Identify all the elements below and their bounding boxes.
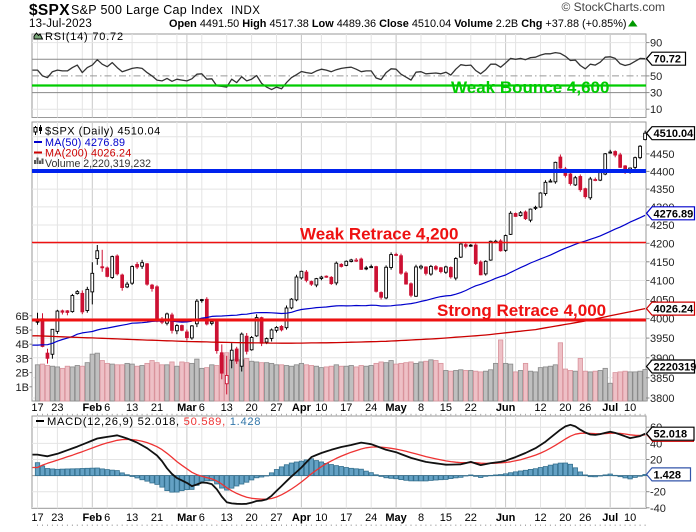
- svg-text:INDX: INDX: [231, 5, 260, 17]
- svg-text:20: 20: [559, 512, 571, 524]
- svg-text:1.428: 1.428: [654, 469, 682, 481]
- svg-text:6B: 6B: [16, 311, 29, 323]
- svg-text:2220319: 2220319: [654, 362, 696, 374]
- svg-text:Jun: Jun: [496, 402, 516, 414]
- svg-text:Weak Retrace 4,200: Weak Retrace 4,200: [300, 225, 458, 244]
- svg-text:20: 20: [559, 402, 571, 414]
- svg-text:-40: -40: [650, 503, 666, 515]
- svg-text:4450: 4450: [650, 149, 674, 161]
- svg-text:8: 8: [418, 402, 424, 414]
- svg-text:24: 24: [365, 402, 377, 414]
- svg-text:13: 13: [126, 402, 138, 414]
- svg-text:$SPX (Daily) 4510.04: $SPX (Daily) 4510.04: [45, 126, 161, 138]
- svg-text:4150: 4150: [650, 257, 674, 269]
- svg-text:May: May: [385, 402, 407, 414]
- svg-text:10: 10: [315, 512, 327, 524]
- svg-text:23: 23: [51, 512, 63, 524]
- svg-text:26: 26: [579, 402, 591, 414]
- svg-text:20: 20: [245, 512, 257, 524]
- svg-text:4400: 4400: [650, 166, 674, 178]
- svg-text:6: 6: [199, 512, 205, 524]
- svg-text:27: 27: [270, 512, 282, 524]
- svg-text:Open 4491.50 High 4517.38 Low: Open 4491.50 High 4517.38 Low 4489.36 Cl…: [169, 18, 627, 30]
- svg-text:10: 10: [650, 104, 662, 116]
- svg-text:21: 21: [151, 402, 163, 414]
- svg-text:27: 27: [270, 402, 282, 414]
- svg-text:Volume 2,220,319,232: Volume 2,220,319,232: [45, 158, 151, 170]
- svg-text:20: 20: [650, 455, 662, 467]
- svg-text:Feb: Feb: [83, 402, 103, 414]
- svg-text:4200: 4200: [650, 238, 674, 250]
- svg-text:23: 23: [51, 402, 63, 414]
- svg-text:15: 15: [440, 402, 452, 414]
- svg-text:8: 8: [418, 512, 424, 524]
- svg-text:3800: 3800: [650, 393, 674, 405]
- svg-text:20: 20: [245, 402, 257, 414]
- svg-text:-20: -20: [650, 487, 666, 499]
- svg-text:6: 6: [104, 512, 110, 524]
- svg-text:Jul: Jul: [602, 402, 618, 414]
- svg-text:Apr: Apr: [292, 402, 312, 414]
- svg-text:4276.89: 4276.89: [654, 208, 694, 220]
- svg-text:Mar: Mar: [177, 512, 197, 524]
- svg-text:4350: 4350: [650, 184, 674, 196]
- svg-text:52.018: 52.018: [654, 429, 688, 441]
- svg-text:17: 17: [340, 402, 352, 414]
- svg-text:2B: 2B: [16, 368, 29, 380]
- svg-text:4250: 4250: [650, 220, 674, 232]
- svg-text:17: 17: [31, 512, 43, 524]
- svg-text:17: 17: [31, 402, 43, 414]
- svg-text:Jun: Jun: [496, 512, 516, 524]
- svg-text:4100: 4100: [650, 276, 674, 288]
- svg-text:13: 13: [221, 512, 233, 524]
- svg-text:3850: 3850: [650, 373, 674, 385]
- svg-text:May: May: [385, 512, 407, 524]
- svg-text:Weak Bounce 4,600: Weak Bounce 4,600: [451, 78, 609, 97]
- svg-text:3950: 3950: [650, 333, 674, 345]
- svg-text:$SPX: $SPX: [29, 2, 70, 19]
- svg-text:12: 12: [534, 402, 546, 414]
- svg-text:26: 26: [579, 512, 591, 524]
- svg-text:10: 10: [624, 402, 636, 414]
- svg-text:5B: 5B: [16, 325, 29, 337]
- svg-text:12: 12: [534, 512, 546, 524]
- svg-text:© StockCharts.com: © StockCharts.com: [561, 0, 665, 14]
- svg-text:22: 22: [465, 402, 477, 414]
- svg-text:90: 90: [650, 38, 662, 50]
- svg-text:MACD(12,26,9) 52.018, 50.589,: MACD(12,26,9) 52.018, 50.589, 1.428: [47, 416, 261, 428]
- svg-text:1B: 1B: [16, 382, 29, 394]
- svg-text:Strong Retrace 4,000: Strong Retrace 4,000: [437, 301, 606, 320]
- svg-text:Mar: Mar: [177, 402, 197, 414]
- svg-text:13: 13: [126, 512, 138, 524]
- svg-text:13: 13: [221, 402, 233, 414]
- svg-text:3B: 3B: [16, 353, 29, 365]
- svg-text:10: 10: [624, 512, 636, 524]
- svg-text:RSI(14) 70.72: RSI(14) 70.72: [45, 31, 124, 43]
- svg-text:22: 22: [465, 512, 477, 524]
- svg-text:6: 6: [104, 402, 110, 414]
- svg-text:10: 10: [315, 402, 327, 414]
- svg-text:4B: 4B: [16, 339, 29, 351]
- svg-text:24: 24: [365, 512, 377, 524]
- svg-text:Apr: Apr: [292, 512, 312, 524]
- svg-text:30: 30: [650, 88, 662, 100]
- svg-text:70.72: 70.72: [654, 54, 682, 66]
- svg-text:15: 15: [440, 512, 452, 524]
- svg-text:4026.24: 4026.24: [654, 304, 695, 316]
- svg-text:17: 17: [340, 512, 352, 524]
- svg-text:4510.04: 4510.04: [654, 128, 695, 140]
- svg-text:6: 6: [199, 402, 205, 414]
- svg-text:13-Jul-2023: 13-Jul-2023: [29, 18, 92, 30]
- svg-text:Jul: Jul: [602, 512, 618, 524]
- svg-text:Feb: Feb: [83, 512, 103, 524]
- svg-text:S&P 500 Large Cap Index: S&P 500 Large Cap Index: [71, 3, 223, 17]
- svg-text:50: 50: [650, 71, 662, 83]
- svg-text:21: 21: [151, 512, 163, 524]
